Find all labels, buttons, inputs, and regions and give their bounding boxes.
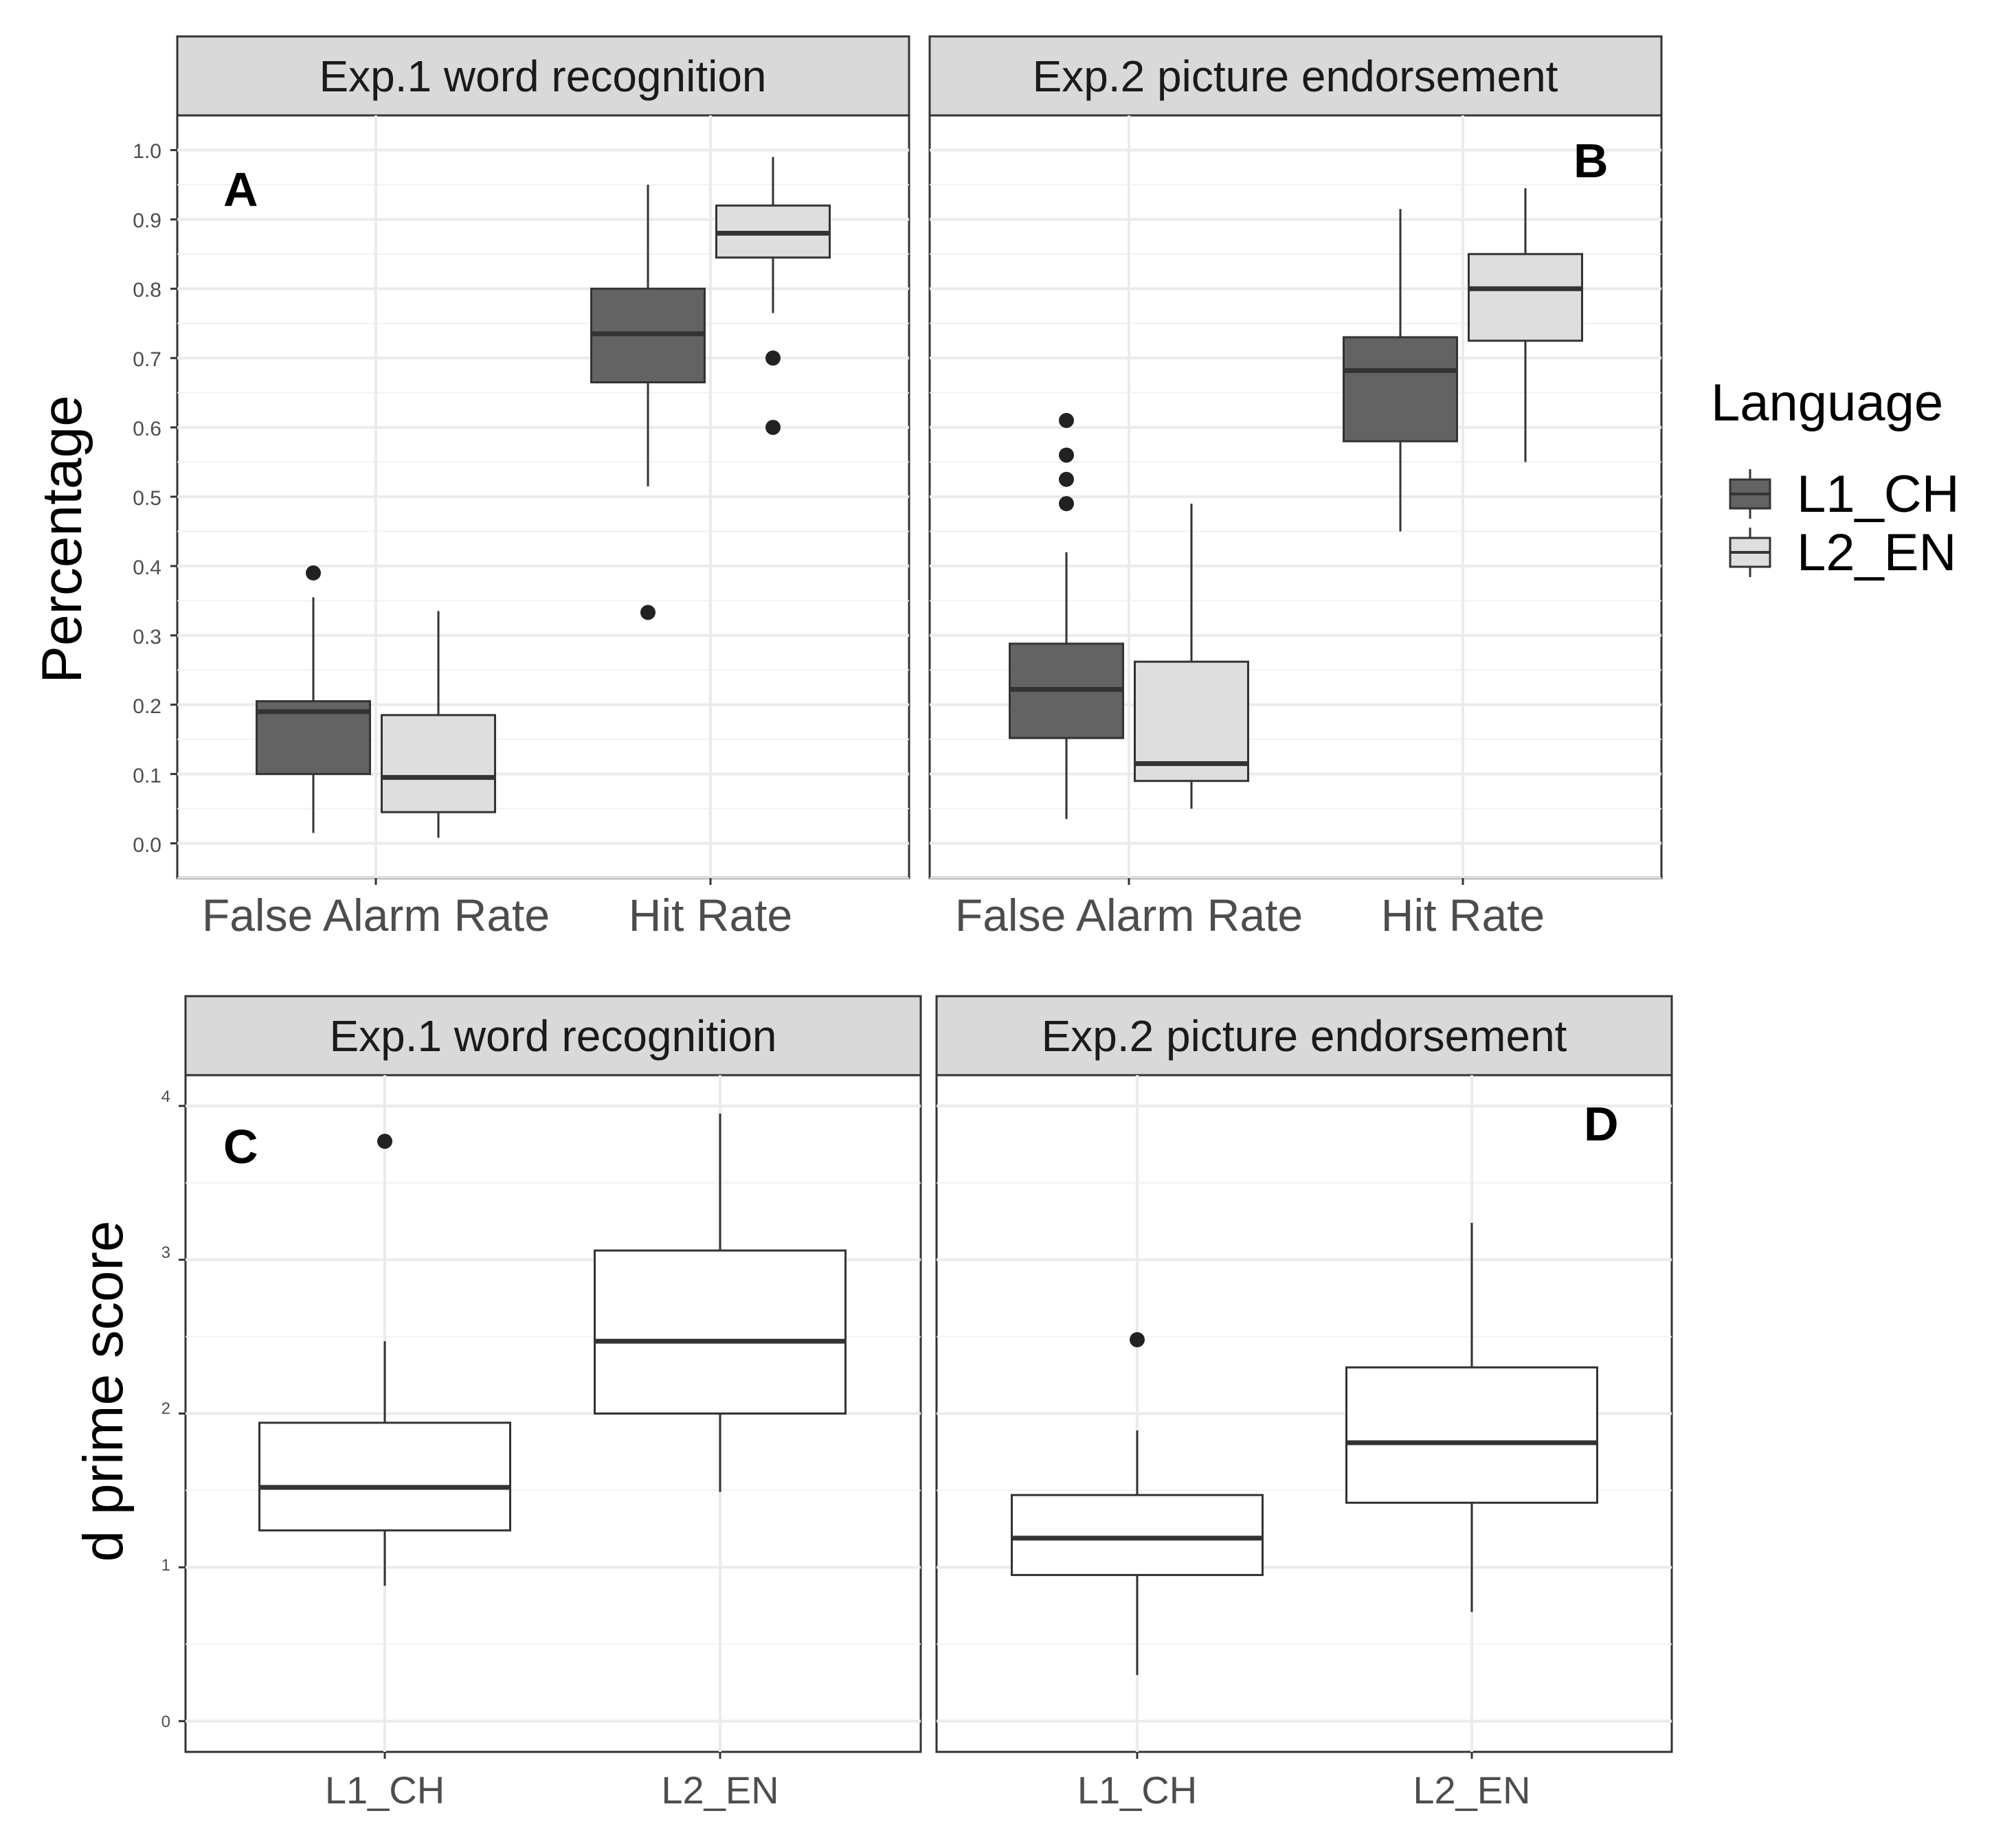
xtick-c-0: L1_CH [325, 1768, 445, 1812]
gridlines-b [930, 115, 1661, 879]
legend-item-l1-ch: L1_CH [1729, 465, 1960, 524]
gridlines-c [186, 1075, 921, 1752]
legend-title: Language [1711, 374, 1943, 432]
marks-a [170, 148, 831, 885]
outlier-c-0-0 [377, 1134, 392, 1149]
box-d-0 [1011, 1494, 1264, 1577]
panel-d: Exp.2 picture endorsement D L1_CH L2_EN [935, 995, 1673, 1812]
box-b-3 [1468, 253, 1583, 342]
outlier-b-0-2 [1059, 471, 1074, 487]
strip-b [928, 35, 1663, 117]
panel-letter-d: D [1584, 1097, 1619, 1151]
ytick-a-5: 0.5 [133, 487, 161, 510]
marks-b [1009, 188, 1583, 885]
xtick-a-0: False Alarm Rate [202, 890, 550, 941]
y-axis-label-top: Percentage [31, 395, 93, 683]
strip-title-a: Exp.1 word recognition [319, 52, 766, 101]
y-axis-label-bottom: d prime score [72, 1221, 135, 1562]
xtick-b-0: False Alarm Rate [955, 890, 1303, 941]
xtick-a-1: Hit Rate [629, 890, 792, 941]
outlier-a-3-0 [765, 350, 781, 366]
outlier-a-0-0 [306, 565, 321, 581]
ytick-c-2: 2 [161, 1399, 170, 1418]
panel-letter-b: B [1573, 134, 1609, 188]
ytick-a-2: 0.2 [133, 695, 161, 718]
strip-c [184, 995, 922, 1077]
box-a-1 [381, 714, 496, 813]
ytick-c-3: 3 [161, 1243, 170, 1262]
outlier-a-2-0 [640, 605, 656, 620]
legend: Language L1_CH L2_EN [1711, 374, 1960, 582]
box-c-0 [258, 1421, 511, 1532]
ytick-a-9: 0.9 [133, 210, 161, 232]
panel-a: Exp.1 word recognition A 0.0 0.1 0.2 0.3… [133, 35, 910, 941]
panel-letter-a: A [223, 163, 258, 216]
panel-b: Exp.2 picture endorsement B False Alarm … [928, 35, 1663, 941]
outlier-b-0-3 [1059, 496, 1074, 512]
ytick-c-1: 1 [161, 1556, 170, 1575]
box-b-2 [1343, 336, 1458, 442]
ytick-a-7: 0.7 [133, 348, 161, 371]
strip-a [176, 35, 910, 117]
marks-c [179, 1105, 847, 1759]
xtick-c-1: L2_EN [661, 1768, 779, 1812]
strip-title-d: Exp.2 picture endorsement [1042, 1011, 1567, 1061]
ytick-a-6: 0.6 [133, 418, 161, 440]
xtick-b-1: Hit Rate [1381, 890, 1545, 941]
legend-label-l1-ch: L1_CH [1797, 465, 1960, 524]
xtick-d-1: L2_EN [1413, 1768, 1530, 1812]
box-c-1 [594, 1249, 847, 1415]
strip-title-b: Exp.2 picture endorsement [1033, 52, 1558, 101]
panel-c: Exp.1 word recognition C 0 1 2 3 4 L1_CH… [161, 995, 922, 1812]
ytick-a-8: 0.8 [133, 279, 161, 302]
ytick-a-3: 0.3 [133, 626, 161, 649]
ytick-a-1: 0.1 [133, 765, 161, 787]
panel-letter-c: C [223, 1120, 258, 1173]
ytick-c-0: 0 [161, 1713, 170, 1731]
outlier-a-3-1 [765, 420, 781, 436]
ytick-a-0: 0.0 [133, 834, 161, 857]
outlier-d-0-0 [1130, 1332, 1145, 1348]
ytick-a-10: 1.0 [133, 140, 161, 163]
legend-label-l2-en: L2_EN [1797, 524, 1956, 582]
box-d-1 [1345, 1366, 1598, 1504]
outlier-b-0-1 [1059, 447, 1074, 463]
strip-title-c: Exp.1 word recognition [329, 1011, 776, 1061]
outlier-b-0-0 [1059, 413, 1074, 428]
legend-item-l2-en: L2_EN [1729, 524, 1956, 582]
marks-d [1011, 1222, 1598, 1759]
ytick-a-4: 0.4 [133, 556, 161, 579]
xtick-d-0: L1_CH [1077, 1768, 1197, 1812]
ytick-c-4: 4 [161, 1088, 170, 1106]
box-b-1 [1134, 660, 1249, 783]
